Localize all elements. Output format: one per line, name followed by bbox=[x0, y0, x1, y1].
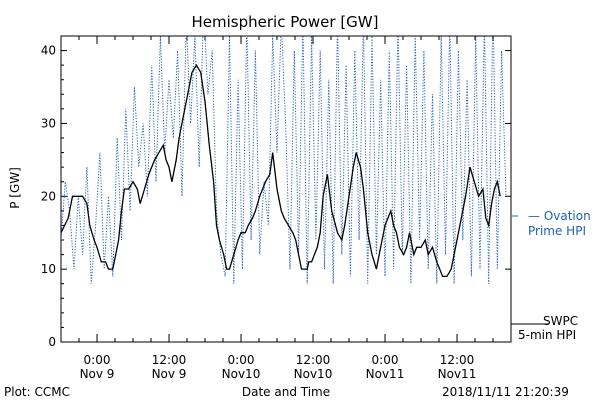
legend-swpc-line2: 5-min HPI bbox=[518, 328, 576, 342]
x-tick-label-time: 0:00 bbox=[228, 353, 255, 367]
x-tick-label-date: Nov10 bbox=[222, 367, 261, 381]
legend-ovation-line1: — Ovation bbox=[528, 209, 591, 223]
x-tick-label-date: Nov 9 bbox=[80, 367, 115, 381]
plot-frame bbox=[60, 35, 512, 343]
y-tick-label: 10 bbox=[41, 262, 56, 276]
x-tick-label-date: Nov11 bbox=[438, 367, 477, 381]
y-axis: 0 10 20 30 40 bbox=[41, 35, 511, 349]
y-tick-label: 0 bbox=[48, 335, 56, 349]
legend-swpc-line1: SWPC bbox=[543, 314, 578, 328]
x-tick-label-time: 0:00 bbox=[372, 353, 399, 367]
legend-ovation-line2: Prime HPI bbox=[528, 224, 586, 238]
x-tick-label-time: 12:00 bbox=[440, 353, 475, 367]
series-line-ovation bbox=[61, 36, 507, 284]
plot-credit: Plot: CCMC bbox=[4, 385, 70, 399]
chart-title: Hemispheric Power [GW] bbox=[192, 13, 379, 31]
x-tick-label-date: Nov11 bbox=[366, 367, 405, 381]
y-axis-label: P [GW] bbox=[8, 167, 22, 209]
y-tick-label: 20 bbox=[41, 189, 56, 203]
x-axis-label: Date and Time bbox=[242, 385, 330, 399]
series-layer bbox=[61, 36, 507, 284]
series-line-swpc bbox=[61, 63, 501, 278]
timestamp: 2018/11/11 21:20:39 bbox=[442, 385, 569, 399]
x-tick-label-time: 0:00 bbox=[84, 353, 111, 367]
y-tick-label: 40 bbox=[41, 44, 56, 58]
x-tick-label-date: Nov 9 bbox=[152, 367, 187, 381]
x-tick-label-time: 12:00 bbox=[152, 353, 187, 367]
y-tick-label: 30 bbox=[41, 116, 56, 130]
x-tick-label-time: 12:00 bbox=[296, 353, 331, 367]
x-tick-label-date: Nov10 bbox=[294, 367, 333, 381]
